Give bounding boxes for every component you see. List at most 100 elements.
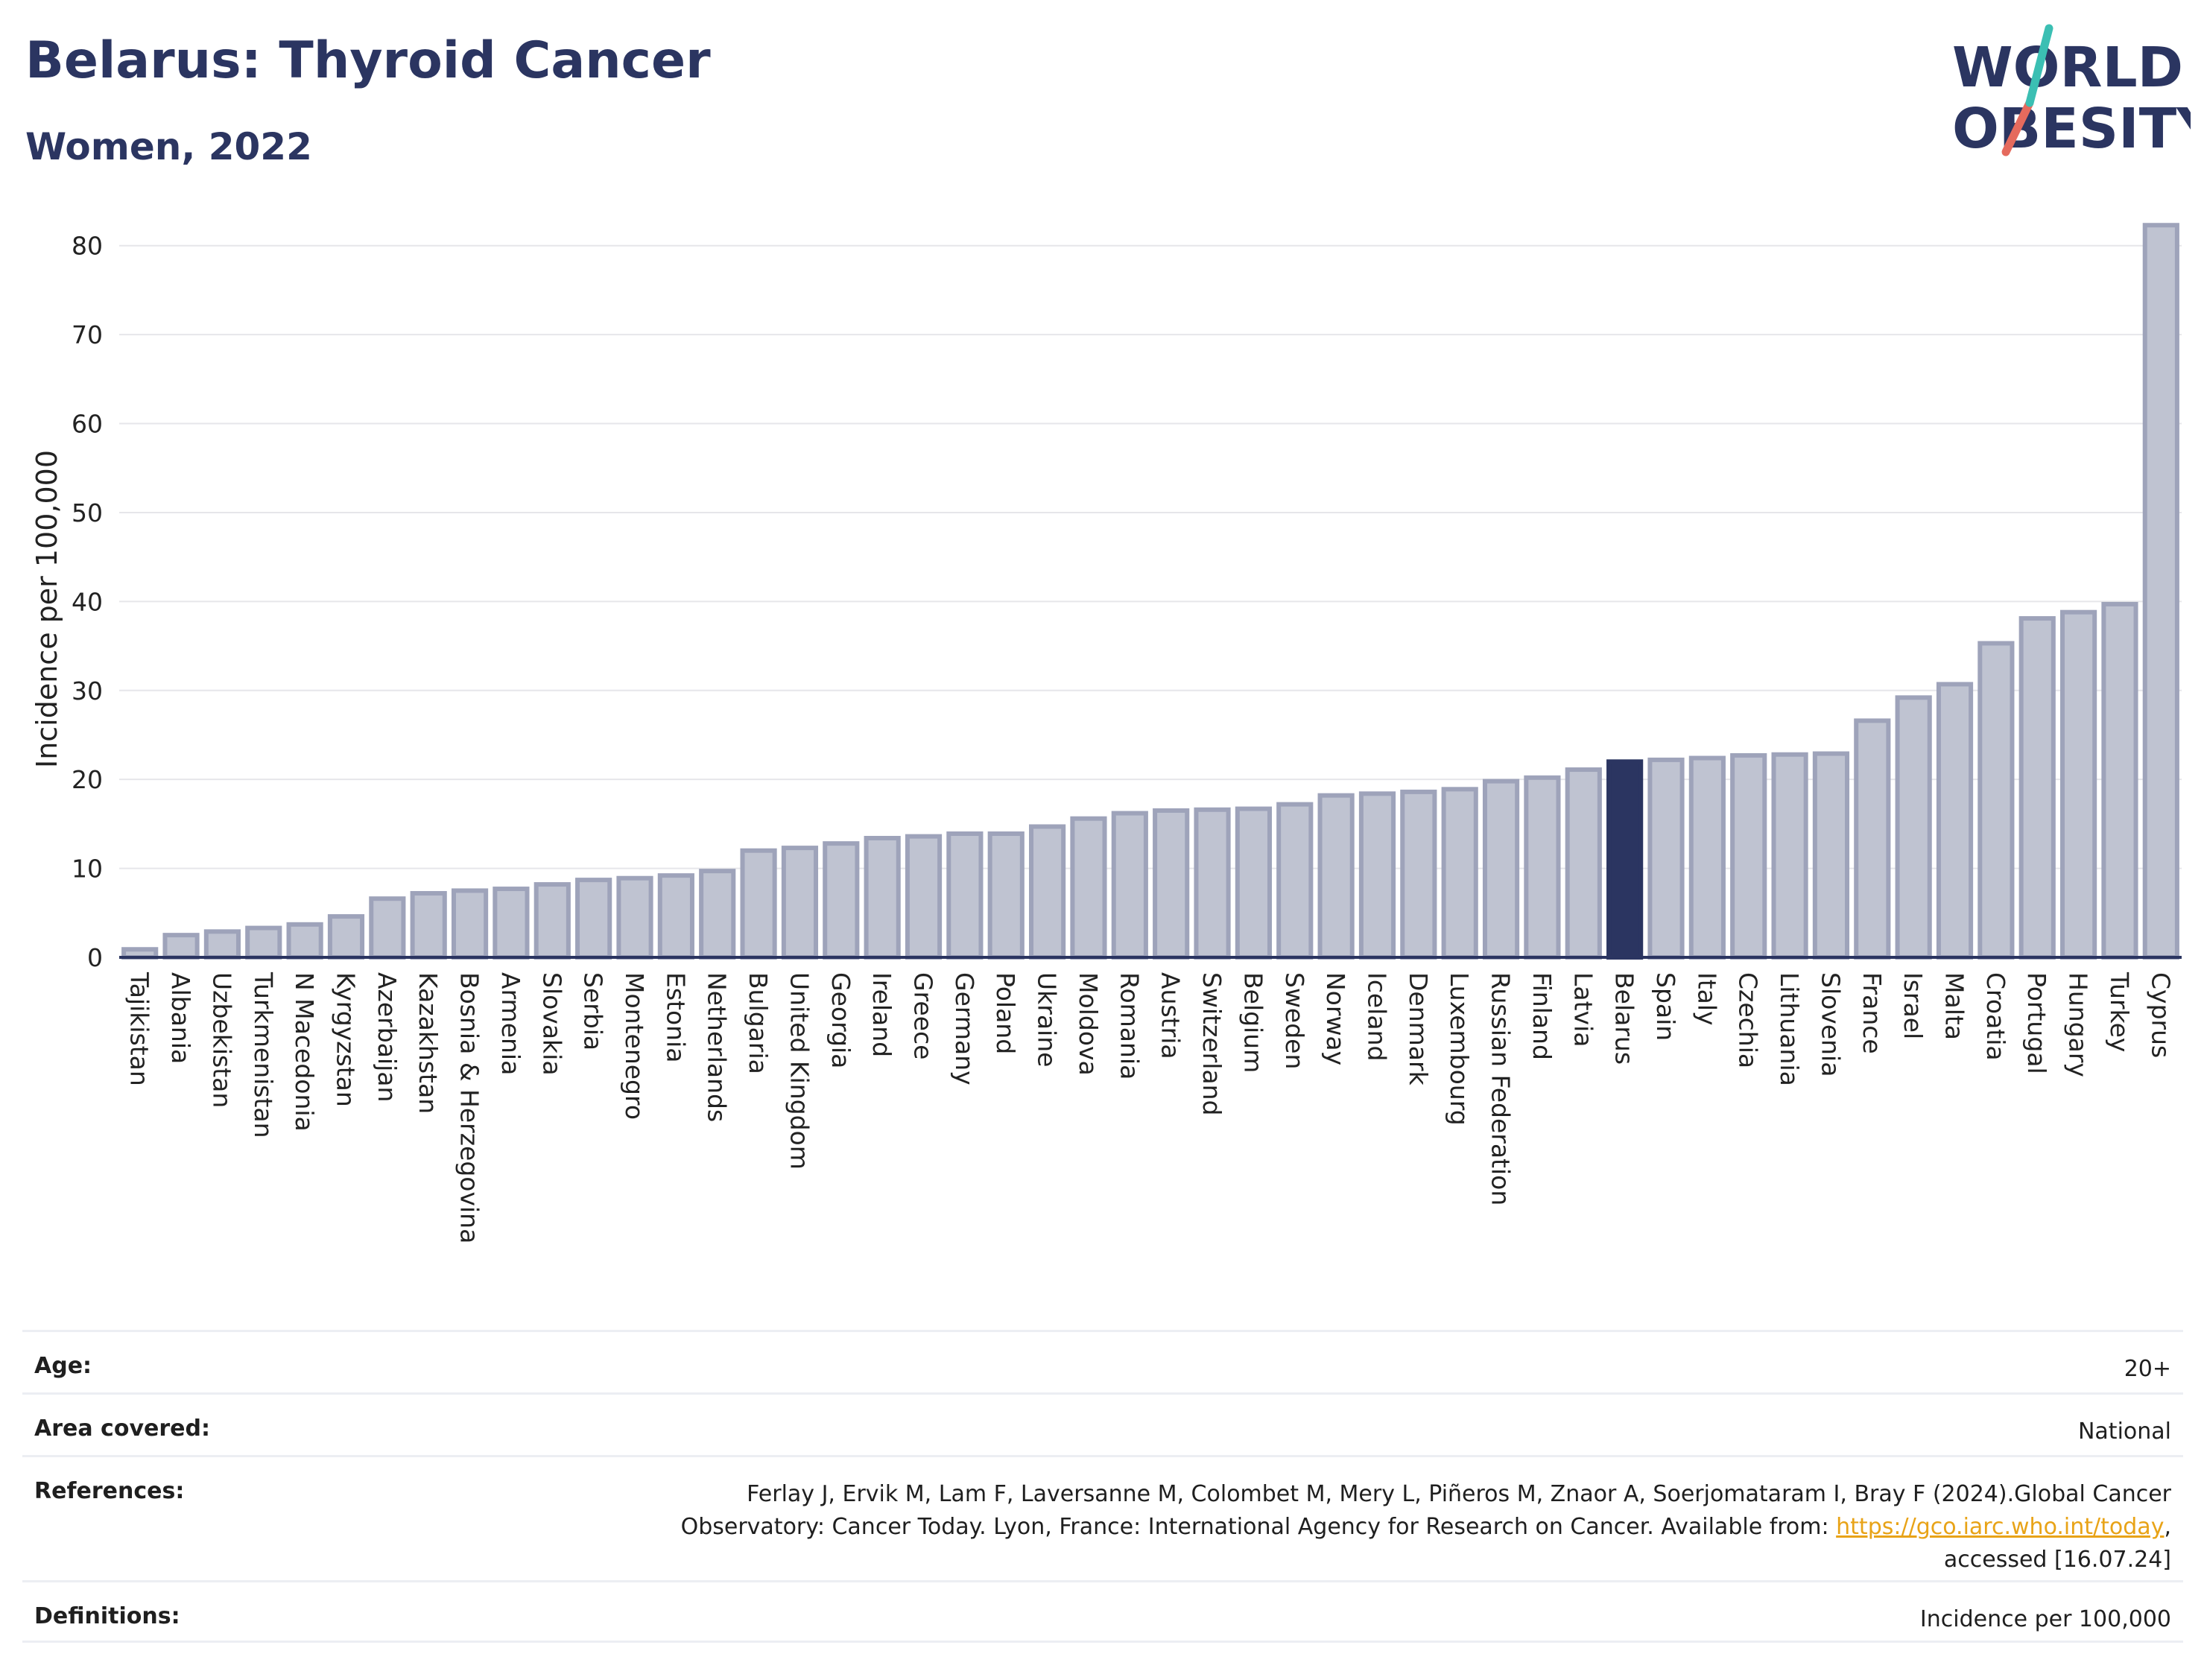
x-tick-label: Israel	[1899, 972, 1928, 1039]
y-axis-label: Incidence per 100,000	[31, 450, 63, 768]
bar	[946, 831, 984, 960]
x-tick-label: Netherlands	[703, 972, 732, 1122]
bar	[2018, 616, 2056, 960]
age-value: 20+	[2124, 1356, 2171, 1382]
x-tick-label: Italy	[1692, 972, 1721, 1026]
bar	[533, 882, 571, 960]
bar	[1647, 757, 1685, 960]
x-tick-label: Spain	[1651, 972, 1680, 1041]
bar-chart: 0 10 20 30 40 50 60 70 80 Incidence per 100,000 Ta…	[31, 223, 2182, 1243]
references-line1: Ferlay J, Ervik M, Lam F, Laversanne M, …	[747, 1481, 2171, 1507]
y-tick-label: 20	[72, 765, 103, 794]
bar	[575, 878, 612, 960]
logo-slash-coral	[2001, 98, 2034, 156]
x-tick-label: Montenegro	[620, 972, 649, 1120]
references-value: Ferlay J, Ervik M, Lam F, Laversanne M, …	[681, 1478, 2171, 1580]
x-tick-label: Uzbekistan	[207, 972, 236, 1108]
bar	[1029, 824, 1066, 960]
x-tick-label: Luxembourg	[1445, 972, 1474, 1126]
x-tick-label: Moldova	[1074, 972, 1103, 1076]
y-tick-label: 80	[72, 232, 103, 261]
bar	[1936, 682, 1974, 960]
x-tick-label: Kazakhstan	[414, 972, 443, 1114]
info-table: Age: 20+ Area covered: National Referenc…	[22, 1330, 2183, 1643]
x-tick-label: Estonia	[661, 972, 690, 1062]
y-tick-label: 60	[72, 410, 103, 439]
x-tick-label: Bosnia & Herzegovina	[455, 972, 484, 1243]
x-tick-label: Romania	[1115, 972, 1144, 1080]
bar	[864, 835, 901, 960]
x-tick-label: Albania	[166, 972, 195, 1064]
world-obesity-logo: WORLD OBESITY	[1952, 24, 2191, 161]
x-tick-label: Serbia	[579, 972, 608, 1050]
x-tick-label: Bulgaria	[744, 972, 773, 1074]
x-tick-label: Czechia	[1734, 972, 1763, 1068]
y-tick-label: 0	[87, 943, 103, 972]
y-tick-label: 50	[72, 498, 103, 527]
area-value: National	[2077, 1419, 2171, 1445]
bar	[493, 887, 530, 960]
page-title: Belarus: Thyroid Cancer	[25, 31, 711, 90]
bar	[410, 891, 447, 960]
x-tick-label: Russian Federation	[1486, 972, 1516, 1205]
bar	[740, 848, 777, 960]
bar	[1276, 802, 1314, 960]
bar	[1441, 787, 1478, 960]
bar	[1524, 775, 1561, 960]
x-tick-label: Azerbaijan	[373, 972, 402, 1102]
info-row-definitions: Definitions: Incidence per 100,000	[22, 1580, 2183, 1643]
y-tick-label: 30	[72, 676, 103, 706]
bar	[1194, 807, 1231, 960]
bar	[327, 914, 365, 960]
x-tick-label: Latvia	[1568, 972, 1597, 1047]
bar	[657, 873, 694, 960]
y-tick-label: 70	[72, 320, 103, 349]
bar	[1400, 789, 1437, 960]
bar	[1895, 695, 1932, 960]
x-tick-label: Poland	[991, 972, 1020, 1054]
bar	[1070, 816, 1107, 960]
bar	[1235, 806, 1272, 960]
x-tick-label: Finland	[1527, 972, 1557, 1060]
bar	[203, 929, 241, 960]
x-tick-label: Slovenia	[1816, 972, 1845, 1077]
x-tick-label: France	[1858, 972, 1887, 1054]
y-tick-label: 10	[72, 855, 103, 884]
references-line2: Observatory: Cancer Today. Lyon, France:…	[680, 1514, 1837, 1540]
bar	[1854, 718, 1891, 960]
bar	[781, 846, 819, 960]
references-link[interactable]: https://gco.iarc.who.int/today	[1836, 1514, 2165, 1540]
age-label: Age:	[34, 1353, 92, 1379]
bar	[1565, 767, 1602, 960]
bar	[1977, 641, 2015, 960]
bar	[1812, 751, 1850, 960]
x-tick-label: Norway	[1321, 972, 1350, 1065]
x-tick-label: Ireland	[867, 972, 896, 1057]
x-tick-label: Hungary	[2064, 972, 2093, 1077]
bar	[286, 922, 323, 960]
x-tick-label: Cyprus	[2146, 972, 2175, 1058]
logo-line1: WORLD	[1952, 36, 2183, 100]
bar	[2142, 223, 2179, 960]
bar	[245, 925, 282, 960]
x-tick-label: Kyrgyzstan	[331, 972, 360, 1107]
x-tick-label: Georgia	[826, 972, 855, 1068]
x-tick-label: Croatia	[1981, 972, 2010, 1061]
x-tick-label: Tajikistan	[125, 971, 154, 1086]
x-tick-label: Slovakia	[537, 972, 566, 1076]
x-tick-label: Sweden	[1280, 972, 1309, 1069]
info-row-age: Age: 20+	[22, 1330, 2183, 1392]
bar	[1771, 752, 1808, 960]
x-tick-label: Greece	[909, 972, 938, 1059]
bar	[369, 896, 406, 960]
bar	[1730, 752, 1767, 960]
bar	[1606, 759, 1644, 960]
bar	[1688, 755, 1726, 960]
info-row-area: Area covered: National	[22, 1392, 2183, 1455]
x-tick-label: Lithuania	[1775, 972, 1804, 1086]
bar	[1358, 791, 1396, 960]
x-tick-label: Switzerland	[1197, 972, 1226, 1116]
x-tick-label: Iceland	[1362, 972, 1391, 1061]
bar	[823, 841, 860, 960]
bar	[162, 933, 200, 960]
